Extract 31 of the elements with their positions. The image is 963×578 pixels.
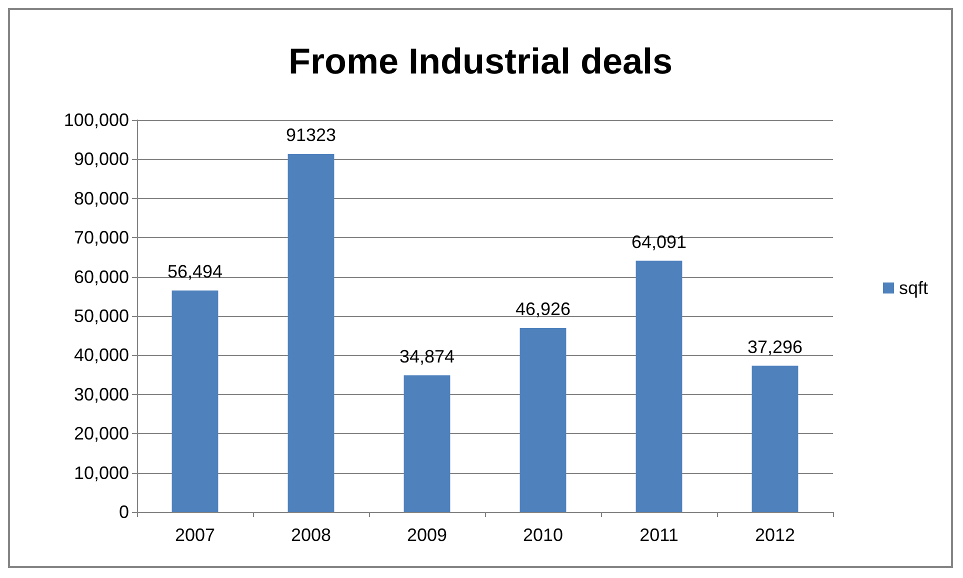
bar — [404, 375, 450, 512]
bar — [752, 366, 798, 512]
y-tick-label: 30,000 — [74, 384, 129, 404]
x-tick-label: 2008 — [290, 525, 332, 545]
chart-title: Frome Industrial deals — [288, 40, 673, 82]
y-tick-label: 0 — [118, 502, 129, 522]
y-tick-label: 80,000 — [74, 188, 129, 208]
y-tick-label: 100,000 — [64, 110, 129, 130]
x-tick-label: 2011 — [640, 525, 678, 545]
x-tick-label: 2007 — [174, 525, 216, 545]
data-label: 37,296 — [747, 336, 803, 357]
y-tick-label: 10,000 — [74, 462, 129, 483]
y-tick-label: 90,000 — [74, 149, 129, 170]
bar — [520, 328, 566, 512]
data-label: 56,494 — [167, 262, 223, 282]
y-tick-label: 50,000 — [74, 306, 129, 326]
x-tick-label: 2012 — [754, 525, 796, 545]
x-tick-label: 2010 — [522, 525, 564, 545]
y-tick-label: 70,000 — [74, 228, 129, 248]
y-tick-label: 40,000 — [74, 345, 129, 366]
bar — [172, 290, 218, 512]
bar — [636, 260, 682, 512]
data-label: 91323 — [286, 125, 336, 146]
y-tick-label: 20,000 — [74, 424, 129, 444]
data-label: 64,091 — [631, 232, 687, 252]
bar — [288, 154, 334, 512]
y-tick-label: 60,000 — [74, 266, 129, 287]
legend-label: sqft — [898, 278, 928, 298]
data-label: 34,874 — [399, 346, 455, 366]
data-label: 46,926 — [515, 299, 571, 320]
x-tick-label: 2009 — [406, 525, 448, 545]
